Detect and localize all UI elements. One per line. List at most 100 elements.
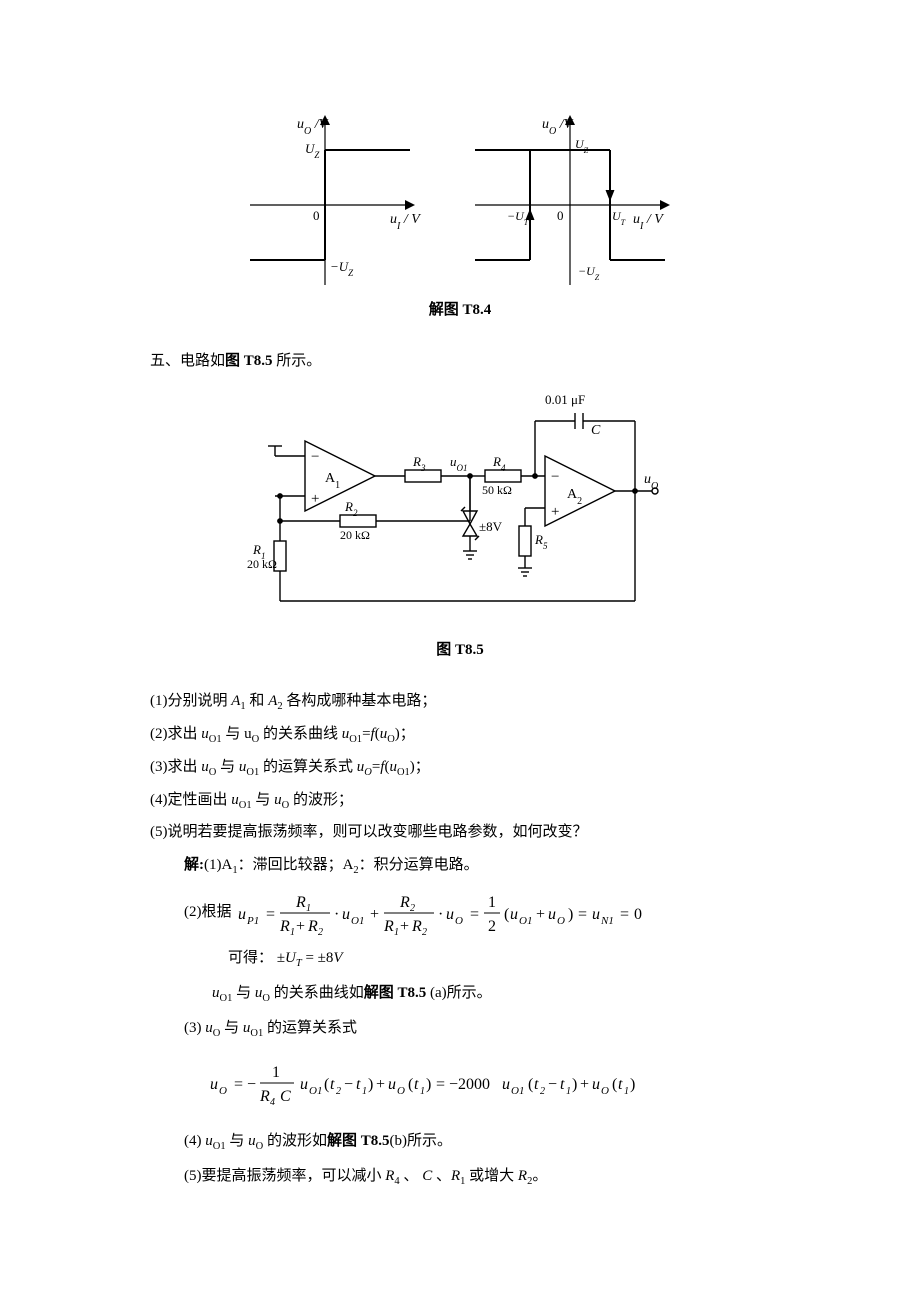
a1: 解:(1)A1：滞回比较器；A2：积分运算电路。: [150, 852, 770, 881]
svg-text:O: O: [219, 1085, 227, 1097]
svg-text:(: (: [324, 1076, 329, 1093]
q2: (2)求出 uO1 与 uO 的关系曲线 uO1=f(uO)；: [150, 722, 770, 749]
svg-text:u: u: [300, 1076, 308, 1093]
a4-post: (b)所示。: [389, 1133, 452, 1149]
svg-text:−: −: [548, 1076, 557, 1093]
svg-text:R: R: [411, 918, 422, 935]
svg-text:N1: N1: [600, 915, 614, 927]
a2-ref-bold: 解图 T8.5: [364, 985, 427, 1001]
svg-text:=: =: [470, 906, 479, 923]
a2-result: 可得： ±UT = ±8V: [150, 945, 770, 974]
svg-text:+: +: [536, 906, 545, 923]
svg-text:u: u: [446, 906, 454, 923]
svg-text:2: 2: [422, 927, 427, 938]
svg-text:u: u: [342, 906, 350, 923]
svg-text:R: R: [307, 918, 318, 935]
right-nuz: −UZ: [578, 264, 600, 282]
svg-text:+: +: [370, 906, 379, 923]
svg-text:P1: P1: [246, 915, 259, 927]
svg-text:1: 1: [362, 1086, 367, 1097]
circuit-caption: 图 T8.5: [150, 638, 770, 659]
svg-text:u: u: [510, 906, 518, 923]
a4: (4) uO1 与 uO 的波形如解图 T8.5(b)所示。: [150, 1128, 770, 1157]
svg-text:O1: O1: [309, 1085, 322, 1097]
svg-text:1: 1: [306, 903, 311, 914]
left-origin: 0: [313, 208, 320, 223]
svg-text:u: u: [502, 1076, 510, 1093]
svg-text:=: =: [620, 906, 629, 923]
svg-text:O: O: [601, 1085, 609, 1097]
svg-text:u: u: [388, 1076, 396, 1093]
a2-formula: uP1 = R1 R1 + R2 · uO1 + R2 R1 + R2: [238, 887, 698, 939]
right-origin: 0: [557, 208, 564, 223]
svg-text:u: u: [548, 906, 556, 923]
svg-text:t: t: [560, 1076, 565, 1093]
svg-text:1: 1: [488, 894, 496, 911]
svg-text:1: 1: [624, 1086, 629, 1097]
q1: (1)分别说明 A1 和 A2 各构成哪种基本电路；: [150, 689, 770, 716]
label-uo1: uO1: [450, 454, 468, 473]
q5: (5)说明若要提高振荡频率，则可以改变哪些电路参数，如何改变？: [150, 820, 770, 846]
svg-text:t: t: [414, 1076, 419, 1093]
a3-line: (3) uO 与 uO1 的运算关系式: [150, 1015, 770, 1044]
svg-text:1: 1: [394, 927, 399, 938]
svg-text:u: u: [592, 906, 600, 923]
fig-t84-caption: 解图 T8.4: [150, 298, 770, 319]
svg-text:O: O: [397, 1085, 405, 1097]
svg-text:(: (: [612, 1076, 617, 1093]
svg-text:C: C: [280, 1088, 291, 1105]
svg-text:+: +: [296, 918, 305, 935]
svg-text:u: u: [592, 1076, 600, 1093]
svg-text:·: ·: [334, 906, 339, 923]
svg-text:1: 1: [566, 1086, 571, 1097]
svg-text:u: u: [238, 906, 246, 923]
a2-pre: (2)根据: [184, 899, 232, 926]
svg-text:2: 2: [540, 1086, 545, 1097]
section5-title: 五、电路如图 T8.5 所示。: [150, 349, 770, 370]
a3-formula: uO = − 1 R4 C uO1 ( t2 − t1 ) + uO ( t1: [210, 1057, 770, 1114]
right-ut: UT: [612, 209, 626, 227]
a2-res-pre: 可得：: [228, 950, 273, 966]
label-zener: ±8V: [479, 519, 503, 534]
svg-text:= −2000: = −2000: [436, 1076, 490, 1093]
label-r2val: 20 kΩ: [340, 528, 370, 542]
svg-text:+: +: [580, 1076, 589, 1093]
right-xlabel: uI / V: [633, 212, 664, 232]
svg-text:): ): [572, 1076, 577, 1093]
svg-text:2: 2: [318, 927, 323, 938]
a2-ref: uO1 与 uO 的关系曲线如解图 T8.5 (a)所示。: [150, 980, 770, 1009]
left-nuz: −UZ: [330, 259, 354, 278]
label-r1val: 20 kΩ: [247, 557, 277, 571]
svg-text:0: 0: [634, 906, 642, 923]
circuit-svg: − + − + A1 A2 R3 R4 50 kΩ uO1 R2 20 kΩ R…: [245, 386, 675, 626]
svg-text:O: O: [557, 915, 565, 927]
svg-text:O1: O1: [519, 915, 532, 927]
svg-text:2: 2: [336, 1086, 341, 1097]
svg-text:−: −: [311, 449, 319, 465]
svg-text:R: R: [399, 894, 410, 911]
svg-text:2: 2: [410, 903, 415, 914]
svg-text:R: R: [383, 918, 394, 935]
svg-text:): ): [368, 1076, 373, 1093]
a2-line: (2)根据 uP1 = R1 R1 + R2 · uO1 + R2: [150, 887, 770, 939]
svg-text:+: +: [311, 491, 319, 507]
svg-text:(: (: [408, 1076, 413, 1093]
svg-text:1: 1: [420, 1086, 425, 1097]
svg-text:O1: O1: [511, 1085, 524, 1097]
svg-text:(: (: [504, 906, 509, 923]
svg-text:t: t: [356, 1076, 361, 1093]
label-a2: A2: [567, 487, 582, 507]
svg-text:): ): [630, 1076, 635, 1093]
svg-text:R: R: [259, 1088, 270, 1105]
svg-text:·: ·: [438, 906, 443, 923]
label-cval: 0.01 μF: [545, 392, 585, 407]
svg-text:2: 2: [488, 918, 496, 935]
sec5-pre: 五、电路如: [150, 353, 225, 369]
a2-ref-post: (a)所示。: [426, 985, 491, 1001]
svg-text:R: R: [279, 918, 290, 935]
label-a1: A1: [325, 471, 340, 491]
svg-text:O1: O1: [351, 915, 364, 927]
a4-bold: 解图 T8.5: [327, 1133, 390, 1149]
right-nut: −UT: [507, 209, 529, 227]
q4: (4)定性画出 uO1 与 uO 的波形；: [150, 788, 770, 815]
